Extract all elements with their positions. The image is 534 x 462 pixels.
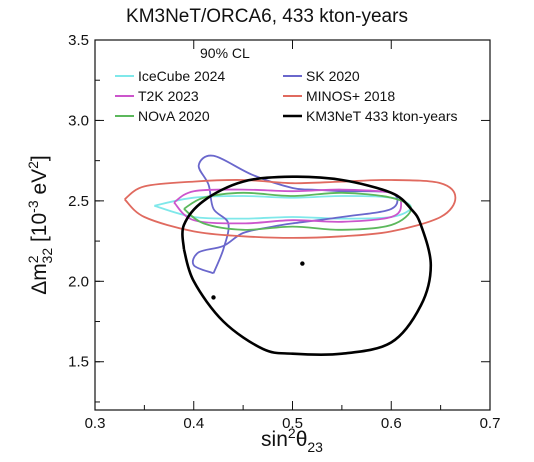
series-layer — [123, 154, 457, 357]
x-label-sup: 2 — [288, 425, 296, 441]
legend-title: 90% CL — [200, 45, 250, 61]
chart-title: KM3NeT/ORCA6, 433 kton-years — [126, 6, 408, 27]
y-label-exp: -3 — [25, 200, 41, 213]
axis-ticks: 0.3 0.4 0.5 0.6 0.7 1.5 2.0 2.5 3.0 3.5 — [68, 32, 500, 432]
y-tick-label-3: 3.0 — [68, 112, 89, 129]
series-contour-1 — [191, 154, 399, 275]
y-tick-label-2: 2.5 — [68, 193, 89, 210]
y-label-unit-close: ] — [28, 155, 51, 161]
fit-point-0 — [300, 261, 305, 266]
y-axis-label: Δm232 [10-3 eV2] — [25, 155, 55, 295]
legend-label-t2k: T2K 2023 — [138, 88, 199, 104]
points-layer — [211, 261, 305, 300]
series-contour-3 — [123, 179, 457, 239]
x-axis-label: sin2θ23 — [261, 425, 323, 455]
y-tick-label-0: 1.5 — [68, 354, 89, 371]
legend-label-km3net: KM3NeT 433 kton-years — [306, 108, 457, 124]
fit-point-1 — [211, 295, 216, 300]
legend-label-nova: NOvA 2020 — [138, 108, 210, 124]
x-label-sub: 23 — [307, 439, 323, 455]
y-label-unit-open: [10 — [28, 213, 51, 248]
series-contour-5 — [181, 175, 433, 357]
x-tick-label-3: 0.6 — [381, 415, 402, 432]
y-tick-label-4: 3.5 — [68, 32, 89, 49]
y-label-main: Δm — [28, 263, 51, 295]
legend: 90% CL IceCube 2024 SK 2020 T2K 2023 MIN… — [115, 45, 457, 124]
x-label-theta: θ — [296, 428, 308, 451]
x-tick-label-0: 0.3 — [85, 415, 106, 432]
x-tick-label-1: 0.4 — [183, 415, 204, 432]
series-contour-2 — [173, 188, 402, 225]
y-tick-label-1: 2.0 — [68, 273, 89, 290]
x-tick-label-2: 0.5 — [282, 415, 303, 432]
y-label-unit-mid: eV — [28, 169, 51, 201]
legend-label-icecube: IceCube 2024 — [138, 68, 225, 84]
legend-label-minos: MINOS+ 2018 — [306, 88, 395, 104]
y-label-sup1: 2 — [25, 255, 41, 263]
legend-label-sk: SK 2020 — [306, 68, 360, 84]
y-label-sub: 32 — [39, 248, 55, 264]
x-tick-label-4: 0.7 — [480, 415, 501, 432]
x-label-main: sin — [261, 428, 288, 451]
y-label-sup2: 2 — [25, 161, 41, 169]
